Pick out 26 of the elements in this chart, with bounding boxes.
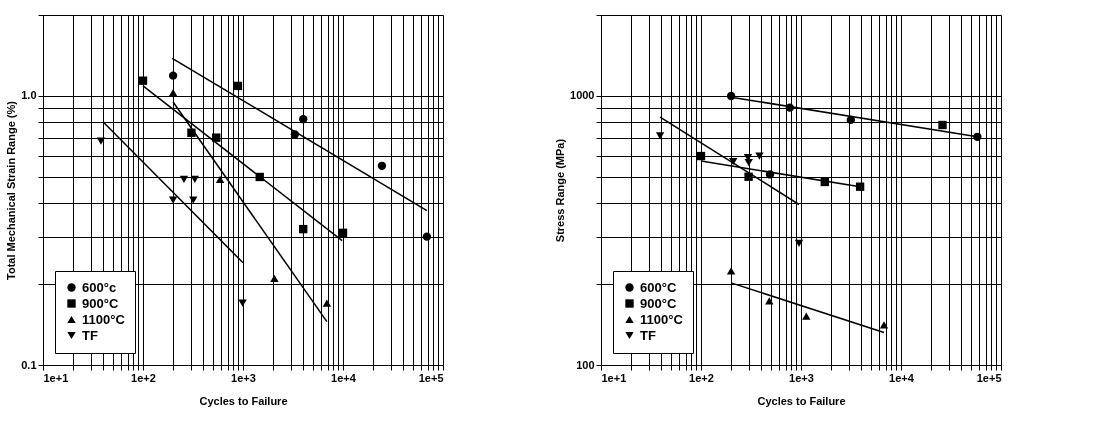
x-tick-label: 1e+4 <box>331 371 357 384</box>
x-tick-label: 1e+2 <box>131 371 156 384</box>
x-tick-label: 1e+5 <box>418 371 444 384</box>
y-tick-label: 1000 <box>570 89 595 102</box>
x-tick-label: 1e+2 <box>689 371 714 384</box>
x-tick-label: 1e+3 <box>231 371 256 384</box>
y-tick-label: 100 <box>576 358 595 371</box>
legend-label: TF <box>640 327 656 343</box>
y-tick-label: 1.0 <box>21 89 37 102</box>
legend-label: 600°C <box>640 279 677 295</box>
y-axis-title: Total Mechanical Strain Range (%) <box>5 100 18 280</box>
legend-label: 900°C <box>640 295 677 311</box>
x-tick-label: 1e+1 <box>43 371 69 384</box>
x-axis-title: Cycles to Failure <box>199 394 288 407</box>
x-tick-label: 1e+1 <box>601 371 627 384</box>
legend-label: 600°c <box>82 279 117 295</box>
x-tick-label: 1e+3 <box>789 371 814 384</box>
legend-label: TF <box>82 327 98 343</box>
y-axis-title: Stress Range (MPa) <box>554 138 567 243</box>
x-tick-label: 1e+4 <box>889 371 915 384</box>
x-axis-title: Cycles to Failure <box>757 394 846 407</box>
x-tick-label: 1e+5 <box>976 371 1002 384</box>
legend-label: 1100°C <box>82 311 126 327</box>
y-tick-label: 0.1 <box>21 358 37 371</box>
legend-label: 900°C <box>82 295 119 311</box>
legend-label: 1100°C <box>640 311 684 327</box>
